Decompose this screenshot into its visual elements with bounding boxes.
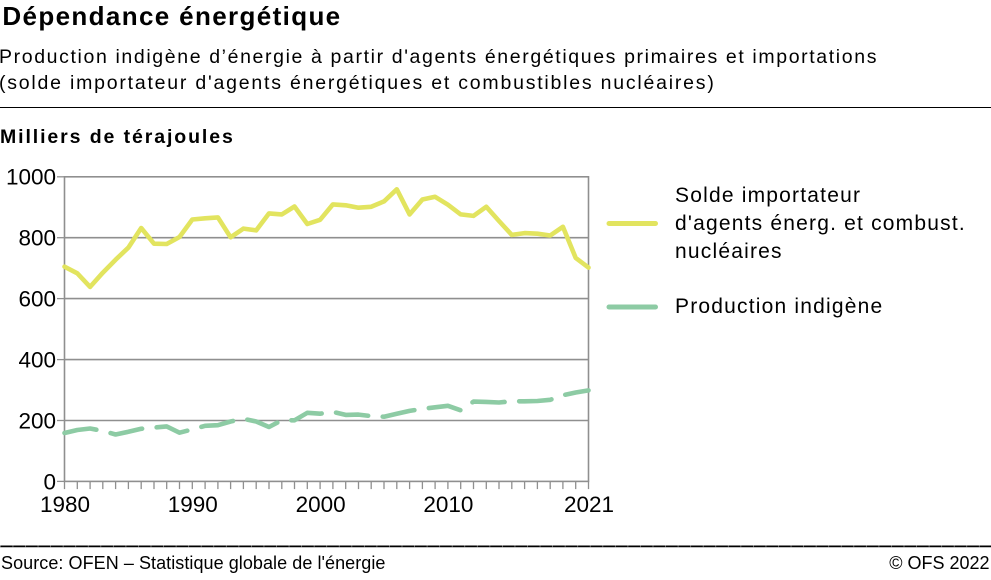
svg-text:2021: 2021: [564, 492, 614, 517]
svg-text:2010: 2010: [423, 492, 473, 517]
svg-text:1990: 1990: [168, 492, 218, 517]
svg-text:0: 0: [43, 469, 56, 494]
svg-text:1980: 1980: [40, 492, 90, 517]
svg-text:400: 400: [18, 348, 56, 373]
svg-text:200: 200: [18, 408, 56, 433]
svg-text:1000: 1000: [6, 165, 56, 190]
svg-text:2000: 2000: [296, 492, 346, 517]
svg-text:800: 800: [18, 226, 56, 251]
svg-text:600: 600: [18, 287, 56, 312]
